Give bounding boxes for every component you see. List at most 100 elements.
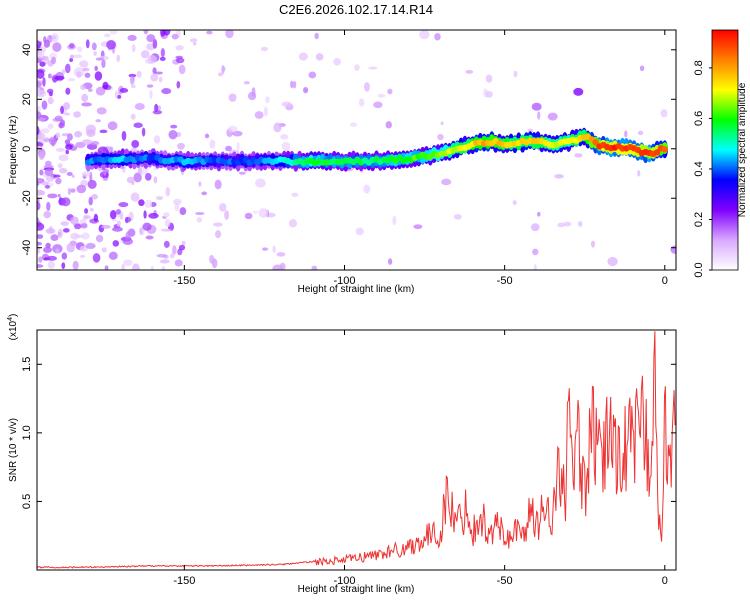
heatmap-noise-cell	[90, 140, 100, 146]
heatmap-noise-cell	[69, 58, 74, 63]
heatmap-noise-cell	[39, 169, 44, 176]
heatmap-y-axis-label: Frequency (Hz)	[8, 116, 19, 185]
heatmap-noise-cell	[47, 123, 54, 130]
heatmap-noise-cell	[177, 142, 185, 150]
heatmap-noise-cell	[196, 217, 203, 223]
heatmap-noise-cell	[47, 193, 58, 199]
heatmap-noise-cell	[84, 72, 91, 78]
heatmap-noise-cell	[109, 209, 117, 220]
heatmap-noise-cell	[92, 253, 101, 263]
chart-title: C2E6.2026.102.17.14.R14	[279, 2, 433, 17]
heatmap-noise-cell	[147, 54, 157, 64]
heatmap-noise-cell	[55, 248, 60, 254]
heatmap-noise-cell	[155, 196, 164, 201]
heatmap-noise-cell	[112, 240, 120, 247]
heatmap-noise-cell	[80, 84, 86, 91]
heatmap-noise-cell	[121, 263, 125, 270]
heatmap-noise-cell	[281, 101, 292, 107]
heatmap-noise-cell	[385, 121, 392, 129]
heatmap-y-ticks: -40 -20 0 20 40	[21, 44, 676, 256]
heatmap-noise-cell	[48, 226, 53, 234]
heatmap-noise-cell	[43, 246, 52, 253]
snr-y-ticks: 0.5 1.0 1.5	[21, 357, 676, 509]
heatmap-noise-cell	[71, 174, 75, 178]
heatmap-noise-cell	[288, 219, 298, 228]
heatmap-noise-cell	[119, 213, 124, 220]
heatmap-noise-cell	[103, 168, 107, 176]
heatmap-noise-cell	[228, 125, 238, 133]
heatmap-noise-cell	[156, 253, 167, 258]
heatmap-noise-cell	[53, 174, 61, 178]
heatmap-noise-cell	[52, 42, 62, 52]
heatmap-noise-cell	[89, 208, 94, 212]
heatmap-noise-cell	[263, 106, 268, 117]
heatmap-noise-cell	[260, 46, 269, 52]
heatmap-noise-cell	[219, 202, 227, 212]
heatmap-noise-cell	[85, 242, 96, 250]
snr-panel: -150 -100 -50 0 0.5 1.0 1.5 Height of straigh…	[7, 314, 677, 595]
heatmap-noise-cell	[225, 145, 232, 152]
heatmap-noise-cell	[213, 222, 223, 227]
heatmap-noise-cell	[106, 39, 116, 50]
heatmap-noise-cell	[48, 136, 57, 146]
heatmap-noise-cell	[83, 215, 91, 219]
heatmap-panel: -150 -100 -50 0 -40 -20 0 20 40 Height of strai…	[8, 29, 677, 295]
heatmap-noise-cell	[144, 199, 153, 208]
heatmap-noise-cell	[63, 228, 70, 233]
heatmap-noise-cell	[66, 242, 75, 253]
heatmap-noise-cell	[44, 168, 54, 176]
heatmap-noise-cell	[69, 54, 75, 59]
heatmap-noise-cell	[530, 223, 540, 232]
heatmap-noise-cell	[37, 69, 45, 79]
heatmap-noise-cell	[201, 191, 208, 196]
snr-x-tick-label: 0	[662, 575, 668, 587]
heatmap-noise-cell	[102, 81, 109, 90]
snr-y-tick-label: 1.5	[21, 357, 33, 372]
heatmap-noise-cell	[607, 256, 618, 267]
heatmap-noise-cell	[67, 133, 73, 141]
heatmap-noise-cell	[114, 90, 119, 99]
heatmap-noise-cell	[273, 122, 282, 133]
heatmap-noise-cell	[126, 176, 135, 184]
heatmap-noise-cell	[134, 102, 145, 111]
heatmap-noise-cell	[355, 227, 364, 236]
heatmap-noise-cell	[533, 264, 537, 270]
colorbar-gradient	[711, 29, 739, 271]
heatmap-noise-cell	[221, 66, 226, 72]
colorbar-tick-label: 0.0	[693, 262, 705, 277]
heatmap-noise-cell	[291, 192, 299, 197]
heatmap-noise-cell	[48, 182, 54, 187]
heatmap-noise-cell	[224, 210, 230, 220]
heatmap-noise-cell	[163, 30, 171, 36]
heatmap-noise-cell	[168, 129, 178, 140]
snr-y-axis-label: SNR (10 * v/v)	[8, 418, 19, 482]
heatmap-noise-cell	[65, 87, 71, 95]
heatmap-noise-cell	[37, 126, 40, 136]
heatmap-noise-cell	[160, 48, 165, 58]
heatmap-noise-cell	[133, 172, 142, 183]
heatmap-noise-cell	[74, 130, 82, 138]
heatmap-noise-cell	[590, 240, 596, 248]
heatmap-noise-cell	[163, 212, 170, 218]
heatmap-noise-cell	[46, 255, 58, 261]
heatmap-noise-cell	[85, 39, 90, 49]
heatmap-noise-cell	[140, 50, 150, 59]
heatmap-noise-cell	[243, 80, 250, 85]
heatmap-noise-cell	[123, 259, 133, 267]
heatmap-noise-cell	[161, 88, 172, 95]
heatmap-noise-cell	[143, 210, 147, 219]
heatmap-noise-cell	[116, 54, 121, 62]
heatmap-noise-cell	[60, 221, 69, 227]
heatmap-noise-cell	[37, 40, 42, 49]
heatmap-noise-cell	[303, 87, 309, 94]
heatmap-noise-cell	[65, 144, 73, 150]
snr-y-tick-label: 1.0	[21, 425, 33, 440]
heatmap-noise-cell	[624, 130, 628, 138]
heatmap-noise-cell	[195, 211, 205, 216]
heatmap-noise-cell	[76, 46, 83, 52]
heatmap-noise-cell	[93, 51, 97, 56]
colorbar-tick-label: 0.2	[693, 212, 705, 227]
snr-x-ticks: -150 -100 -50 0	[173, 330, 668, 587]
heatmap-noise-cell	[349, 122, 358, 127]
heatmap-noise-cell	[146, 84, 154, 88]
